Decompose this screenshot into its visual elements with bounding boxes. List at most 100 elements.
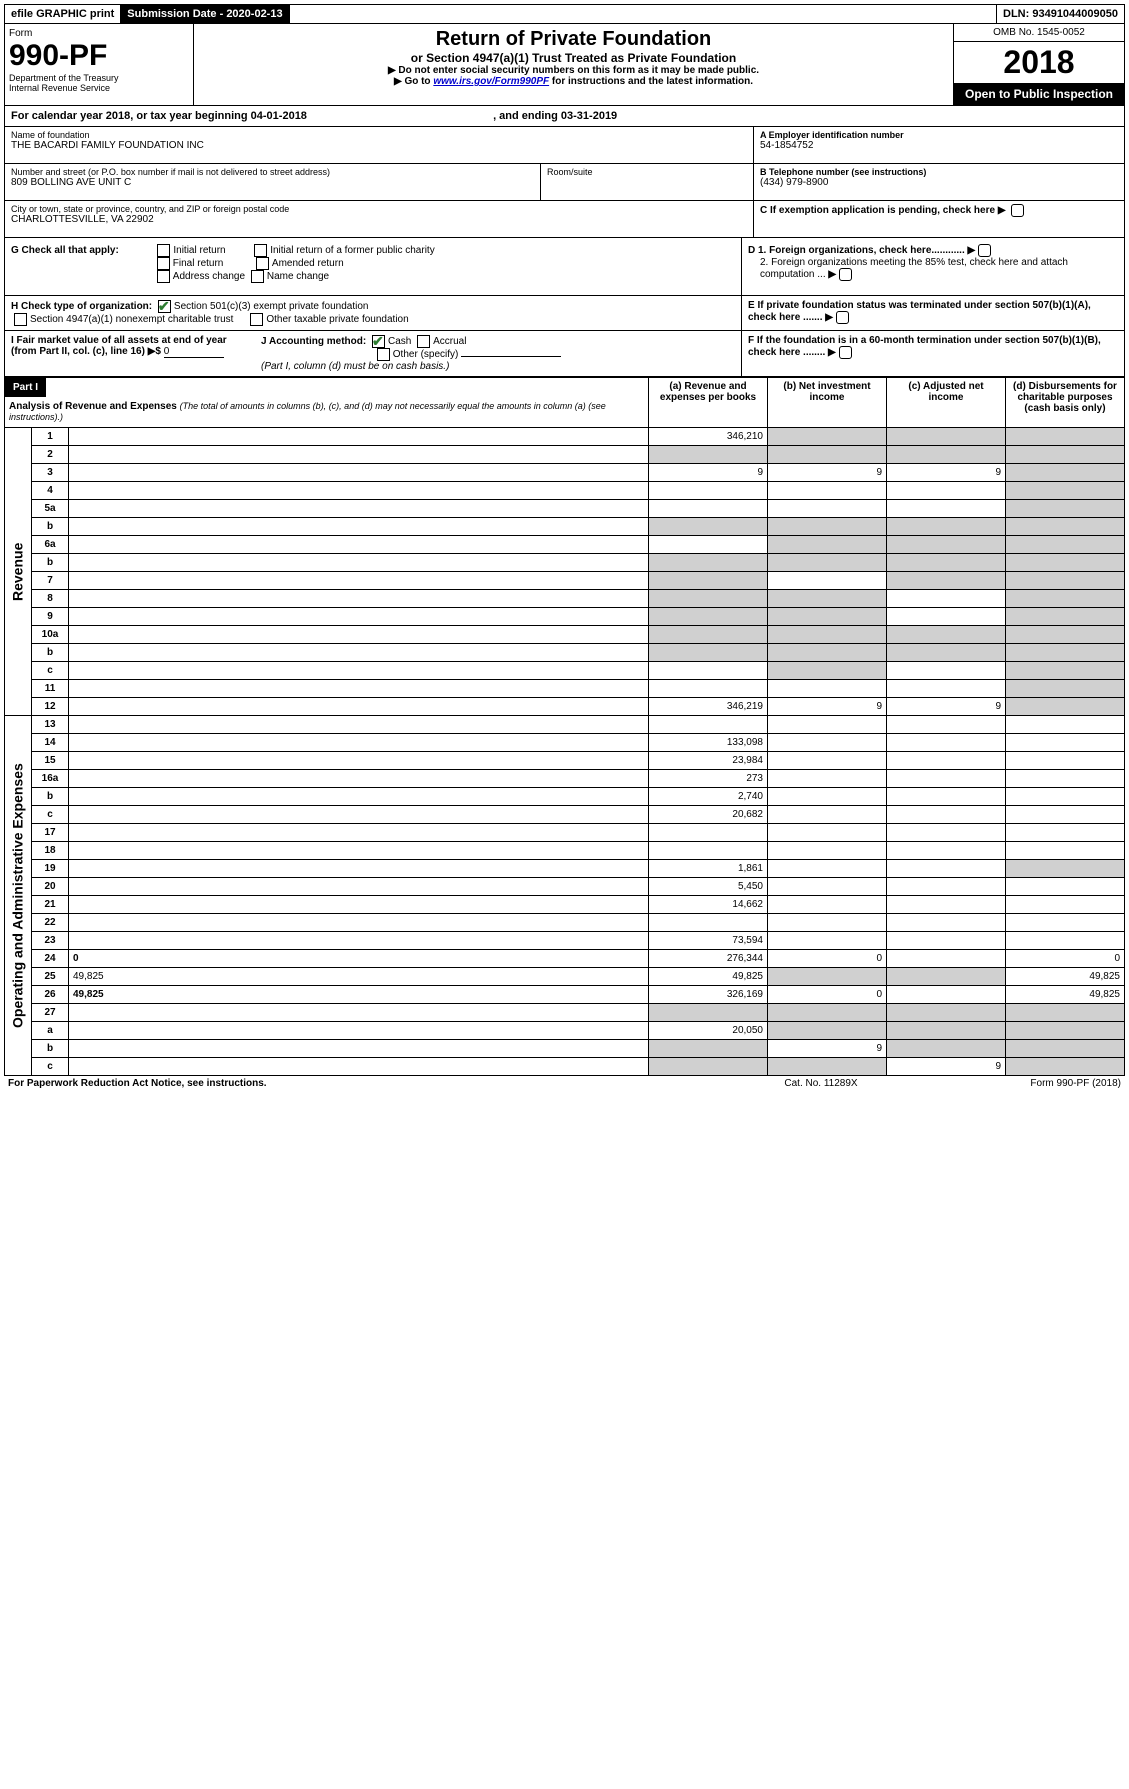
amount-cell: 0: [768, 986, 887, 1004]
amount-cell: [887, 806, 1006, 824]
city-label: City or town, state or province, country…: [11, 204, 747, 214]
irs-link[interactable]: www.irs.gov/Form990PF: [433, 76, 549, 87]
table-row: b9: [5, 1040, 1125, 1058]
amount-cell: [1006, 1040, 1125, 1058]
amount-cell: [768, 770, 887, 788]
amount-cell: [1006, 698, 1125, 716]
table-row: Revenue1346,210: [5, 428, 1125, 446]
efile-label: efile GRAPHIC print: [5, 5, 121, 23]
line-description: [69, 644, 649, 662]
d2-label: 2. Foreign organizations meeting the 85%…: [760, 257, 1068, 280]
calendar-year-line: For calendar year 2018, or tax year begi…: [4, 106, 1125, 127]
501c3-checkbox[interactable]: [158, 300, 171, 313]
line-number: 27: [32, 1004, 69, 1022]
e-checkbox[interactable]: [836, 311, 849, 324]
amended-checkbox[interactable]: [256, 257, 269, 270]
amount-cell: [887, 608, 1006, 626]
form-ref: Form 990-PF (2018): [921, 1078, 1121, 1089]
name-change-checkbox[interactable]: [251, 270, 264, 283]
amount-cell: [768, 734, 887, 752]
cash-checkbox[interactable]: [372, 335, 385, 348]
amount-cell: 1,861: [649, 860, 768, 878]
line-description: [69, 590, 649, 608]
table-row: 8: [5, 590, 1125, 608]
amount-cell: 133,098: [649, 734, 768, 752]
c-checkbox[interactable]: [1011, 204, 1024, 217]
amount-cell: [649, 914, 768, 932]
table-row: 14133,098: [5, 734, 1125, 752]
d2-checkbox[interactable]: [839, 268, 852, 281]
table-row: b: [5, 644, 1125, 662]
line-number: 6a: [32, 536, 69, 554]
table-row: c: [5, 662, 1125, 680]
amount-cell: [768, 914, 887, 932]
table-row: 12346,21999: [5, 698, 1125, 716]
table-row: a20,050: [5, 1022, 1125, 1040]
check-area: G Check all that apply: Initial return I…: [4, 238, 1125, 296]
amount-cell: [887, 446, 1006, 464]
table-row: b2,740: [5, 788, 1125, 806]
amount-cell: [649, 644, 768, 662]
open-inspection: Open to Public Inspection: [954, 83, 1124, 105]
amount-cell: [768, 608, 887, 626]
form-header: Form 990-PF Department of the Treasury I…: [4, 24, 1125, 106]
amount-cell: [768, 482, 887, 500]
amount-cell: [887, 950, 1006, 968]
initial-former-checkbox[interactable]: [254, 244, 267, 257]
amount-cell: [887, 986, 1006, 1004]
addr-label: Number and street (or P.O. box number if…: [11, 167, 534, 177]
h-row: H Check type of organization: Section 50…: [4, 296, 1125, 331]
address-change-checkbox[interactable]: [157, 270, 170, 283]
line-description: [69, 824, 649, 842]
table-row: 240276,34400: [5, 950, 1125, 968]
table-row: 3999: [5, 464, 1125, 482]
amount-cell: [887, 896, 1006, 914]
other-taxable-checkbox[interactable]: [250, 313, 263, 326]
table-row: 1523,984: [5, 752, 1125, 770]
line-description: [69, 1040, 649, 1058]
amount-cell: [1006, 590, 1125, 608]
line-description: [69, 770, 649, 788]
amount-cell: [768, 878, 887, 896]
4947-checkbox[interactable]: [14, 313, 27, 326]
amount-cell: [1006, 518, 1125, 536]
amount-cell: [887, 500, 1006, 518]
amount-cell: [1006, 788, 1125, 806]
line-description: [69, 860, 649, 878]
other-method-checkbox[interactable]: [377, 348, 390, 361]
amount-cell: [1006, 734, 1125, 752]
line-description: [69, 896, 649, 914]
line-number: c: [32, 806, 69, 824]
line-number: c: [32, 662, 69, 680]
dln: DLN: 93491044009050: [996, 5, 1124, 23]
final-return-checkbox[interactable]: [157, 257, 170, 270]
note-2: ▶ Go to www.irs.gov/Form990PF for instru…: [198, 76, 949, 87]
amount-cell: [887, 1040, 1006, 1058]
phone-label: B Telephone number (see instructions): [760, 167, 1118, 177]
part1-table: Part I Analysis of Revenue and Expenses …: [4, 377, 1125, 1076]
line-number: 22: [32, 914, 69, 932]
amount-cell: [887, 914, 1006, 932]
line-number: 1: [32, 428, 69, 446]
amount-cell: [887, 518, 1006, 536]
amount-cell: [768, 788, 887, 806]
j-label: J Accounting method:: [261, 336, 366, 347]
initial-return-checkbox[interactable]: [157, 244, 170, 257]
note-1: ▶ Do not enter social security numbers o…: [198, 65, 949, 76]
d1-label: D 1. Foreign organizations, check here..…: [748, 245, 965, 256]
amount-cell: [887, 1004, 1006, 1022]
amount-cell: 9: [768, 464, 887, 482]
amount-cell: [1006, 428, 1125, 446]
accrual-checkbox[interactable]: [417, 335, 430, 348]
d1-checkbox[interactable]: [978, 244, 991, 257]
amount-cell: [1006, 608, 1125, 626]
table-row: 27: [5, 1004, 1125, 1022]
line-description: [69, 734, 649, 752]
amount-cell: 0: [1006, 950, 1125, 968]
foundation-name: THE BACARDI FAMILY FOUNDATION INC: [11, 140, 747, 151]
f-checkbox[interactable]: [839, 346, 852, 359]
table-row: 6a: [5, 536, 1125, 554]
line-number: 5a: [32, 500, 69, 518]
amount-cell: [1006, 662, 1125, 680]
amount-cell: 9: [887, 1058, 1006, 1076]
